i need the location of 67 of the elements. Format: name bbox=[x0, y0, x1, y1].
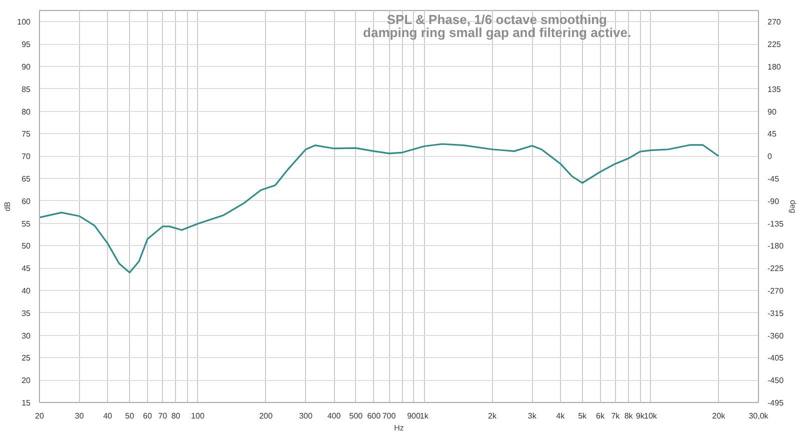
x-tick-label: 1k bbox=[420, 412, 430, 420]
x-tick-label: 9k bbox=[636, 412, 646, 420]
y-tick-label: 60 bbox=[22, 196, 32, 206]
x-tick-label: 20k bbox=[712, 412, 726, 420]
y2-tick-label: -180 bbox=[768, 242, 784, 251]
x-tick-label: 500 bbox=[349, 412, 364, 420]
y-tick-label: 25 bbox=[22, 354, 32, 363]
y2-tick-label: -495 bbox=[768, 398, 784, 408]
x-tick-label: 200 bbox=[259, 412, 274, 420]
y2-tick-label: 135 bbox=[768, 84, 782, 94]
y2-tick-label: 225 bbox=[768, 40, 782, 50]
y-tick-label: 20 bbox=[22, 376, 32, 386]
x-tick-label: 20 bbox=[35, 412, 44, 420]
x-tick-label: 100 bbox=[191, 412, 205, 420]
y-tick-label: 15 bbox=[22, 398, 32, 408]
x-tick-label: 5k bbox=[578, 412, 588, 420]
y2-tick-label: 270 bbox=[768, 18, 782, 27]
x-tick-label: 700 bbox=[382, 412, 396, 420]
x-tick-label: 400 bbox=[327, 412, 342, 420]
x-tick-label: 30 bbox=[74, 412, 84, 420]
y-tick-label: 65 bbox=[22, 174, 32, 184]
y-tick-label: 40 bbox=[22, 286, 32, 296]
x-tick-label: 10k bbox=[644, 412, 658, 420]
y-tick-label: 55 bbox=[22, 219, 32, 228]
y2-tick-label: 0 bbox=[768, 152, 772, 162]
y2-tick-label: -90 bbox=[768, 196, 780, 206]
y-axis-title: dB bbox=[3, 202, 12, 212]
y-tick-label: 90 bbox=[22, 62, 32, 72]
x-tick-label: 30,0k bbox=[748, 412, 770, 420]
x-tick-label: 50 bbox=[125, 412, 135, 420]
y2-tick-label: -315 bbox=[768, 308, 784, 318]
x-tick-label: 7k bbox=[611, 412, 621, 420]
x-tick-label: 900 bbox=[407, 412, 421, 420]
y-tick-label: 70 bbox=[22, 152, 32, 162]
x-tick-label: 3k bbox=[528, 412, 538, 420]
y-tick-label: 35 bbox=[22, 308, 32, 318]
chart-title: SPL & Phase, 1/6 octave smoothing bbox=[386, 12, 608, 27]
x-axis-title: Hz bbox=[394, 424, 404, 432]
y2-tick-label: 90 bbox=[768, 107, 777, 116]
y2-tick-label: -360 bbox=[768, 331, 784, 340]
x-tick-label: 300 bbox=[299, 412, 313, 420]
y2-tick-label: -45 bbox=[768, 174, 780, 184]
x-tick-label: 40 bbox=[103, 412, 113, 420]
x-tick-label: 60 bbox=[143, 412, 153, 420]
x-tick-label: 8k bbox=[624, 412, 634, 420]
x-tick-label: 4k bbox=[556, 412, 566, 420]
y-tick-label: 75 bbox=[22, 130, 32, 139]
y-tick-label: 50 bbox=[22, 242, 32, 251]
y2-tick-label: 180 bbox=[768, 62, 782, 72]
y2-tick-label: -135 bbox=[768, 219, 784, 228]
x-tick-label: 80 bbox=[171, 412, 181, 420]
y2-tick-label: -270 bbox=[768, 286, 784, 296]
y-tick-label: 85 bbox=[22, 84, 32, 94]
x-tick-label: 2k bbox=[488, 412, 498, 420]
y2-tick-label: 45 bbox=[768, 130, 777, 139]
y2-axis-title: deg bbox=[788, 200, 798, 214]
y2-tick-label: -450 bbox=[768, 376, 784, 386]
y2-tick-label: -225 bbox=[768, 264, 784, 274]
y-tick-label: 80 bbox=[22, 107, 32, 116]
x-tick-label: 6k bbox=[596, 412, 606, 420]
y2-tick-label: -405 bbox=[768, 354, 784, 363]
x-tick-label: 70 bbox=[158, 412, 168, 420]
y-tick-label: 45 bbox=[22, 264, 32, 274]
y-tick-label: 100 bbox=[17, 18, 32, 27]
y-tick-label: 95 bbox=[22, 40, 32, 50]
y-tick-label: 30 bbox=[22, 331, 32, 340]
x-tick-label: 600 bbox=[367, 412, 382, 420]
